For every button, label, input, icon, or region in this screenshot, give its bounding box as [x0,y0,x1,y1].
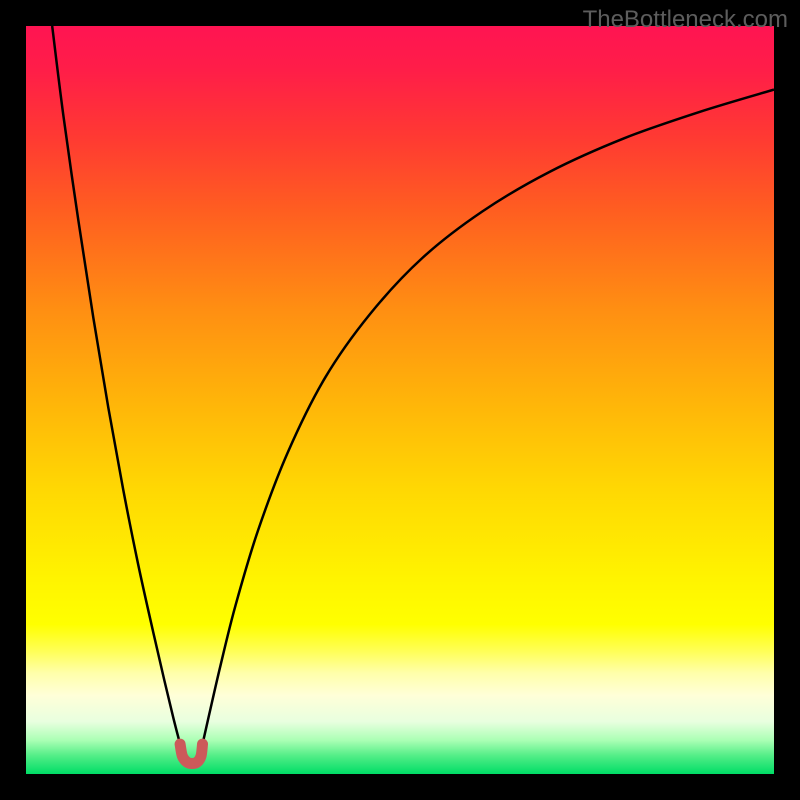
gradient-background [26,26,774,774]
chart-root: TheBottleneck.com [0,0,800,800]
plot-frame [26,26,774,774]
